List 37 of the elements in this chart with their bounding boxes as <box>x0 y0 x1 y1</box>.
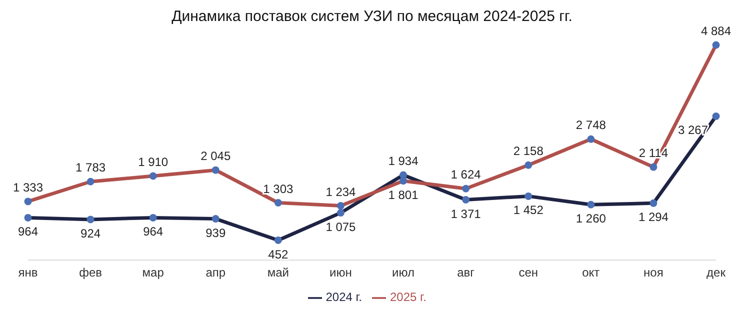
data-label: 1 910 <box>138 155 168 170</box>
legend-label: 2025 г. <box>390 290 426 304</box>
data-label: 1 294 <box>638 210 669 224</box>
data-label: 452 <box>268 247 289 262</box>
data-label: 1 260 <box>576 212 606 226</box>
data-label: 964 <box>18 224 38 239</box>
data-label: 1 075 <box>326 220 356 234</box>
data-label: 939 <box>206 226 226 240</box>
data-label: 2 045 <box>200 149 231 164</box>
x-tick-label: май <box>267 266 289 280</box>
data-label: 1 934 <box>388 154 419 168</box>
x-tick-label: сен <box>518 266 538 280</box>
data-label: 1 801 <box>388 188 419 202</box>
chart-title: Динамика поставок систем УЗИ по месяцам 2024-2025 гг. <box>170 8 574 25</box>
legend-label: 2024 г. <box>326 290 362 304</box>
data-label: 2 158 <box>513 144 544 158</box>
x-tick-label: дек <box>706 266 726 280</box>
data-label: 1 371 <box>450 206 482 221</box>
data-label: 1 783 <box>76 160 106 175</box>
data-label: 964 <box>143 224 164 239</box>
x-tick-label: ноя <box>644 266 664 280</box>
data-label: 1 234 <box>326 184 356 199</box>
x-tick-label: июл <box>392 266 414 280</box>
data-label: 1 452 <box>513 203 544 218</box>
data-label: 1 333 <box>12 180 44 194</box>
x-tick-label: мар <box>142 266 164 280</box>
data-label: 1 624 <box>450 168 482 182</box>
data-label: 4 884 <box>700 24 732 38</box>
data-label: 924 <box>80 226 101 240</box>
x-tick-label: апр <box>206 266 226 280</box>
x-tick-label: фев <box>79 266 102 280</box>
x-tick-label: окт <box>582 266 600 280</box>
data-label: 1 303 <box>263 182 294 196</box>
data-label: 2 748 <box>576 118 606 132</box>
x-tick-label: авг <box>457 266 476 280</box>
x-tick-label: июн <box>330 266 352 280</box>
x-tick-label: янв <box>18 266 38 280</box>
